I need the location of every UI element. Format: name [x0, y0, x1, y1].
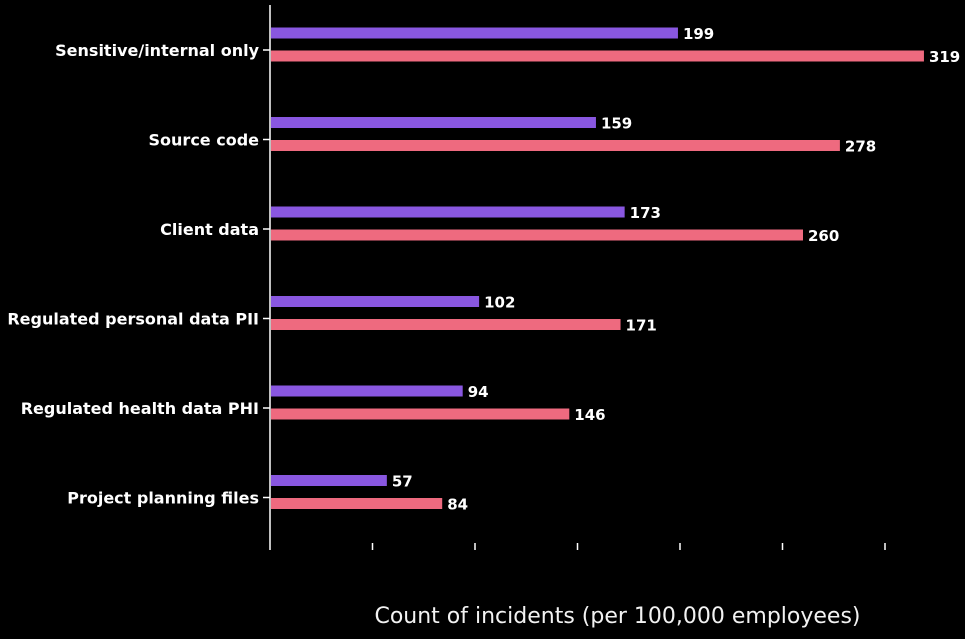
category-label: Regulated health data PHI — [21, 399, 259, 418]
bar-series-2 — [271, 408, 570, 420]
data-label: 171 — [626, 317, 657, 335]
labels: Sensitive/internal only 199 319 Source code… — [7, 25, 960, 514]
category-label: Source code — [149, 131, 260, 150]
data-label: 278 — [845, 138, 876, 156]
data-label: 173 — [630, 204, 661, 222]
bar-series-1 — [271, 296, 480, 307]
category-label: Client data — [160, 220, 259, 239]
bar-series-2 — [271, 498, 443, 509]
x-axis-title: Count of incidents (per 100,000 employee… — [374, 604, 861, 629]
bar-series-1 — [271, 27, 678, 39]
bar-series-2 — [271, 50, 924, 62]
data-label: 102 — [484, 294, 515, 312]
category-label: Regulated personal data PII — [7, 310, 259, 329]
bars — [271, 27, 924, 509]
data-label: 260 — [808, 227, 839, 245]
data-label: 84 — [447, 496, 468, 514]
data-label: 199 — [683, 25, 714, 43]
data-label: 159 — [601, 115, 632, 133]
category-label: Sensitive/internal only — [55, 41, 259, 60]
data-label: 94 — [468, 383, 489, 401]
bar-series-1 — [271, 117, 596, 128]
category-label: Project planning files — [67, 489, 259, 508]
bar-series-1 — [271, 475, 387, 486]
bar-series-2 — [271, 229, 803, 241]
data-label: 57 — [392, 473, 413, 491]
bar-series-2 — [271, 140, 840, 151]
bar-series-1 — [271, 206, 625, 218]
data-label: 146 — [574, 406, 605, 424]
bar-series-1 — [271, 385, 463, 397]
axes — [263, 5, 886, 550]
bar-series-2 — [271, 319, 621, 330]
data-label: 319 — [929, 48, 960, 66]
